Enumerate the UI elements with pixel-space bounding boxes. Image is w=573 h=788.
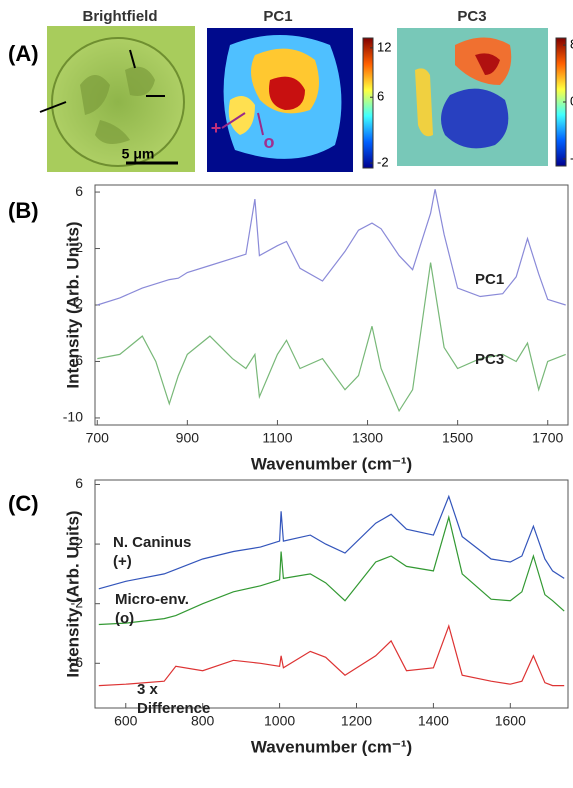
- panel-label: (C): [8, 491, 39, 516]
- colorbar-tick-label: -2: [377, 155, 389, 170]
- x-tick-label: 600: [114, 713, 138, 729]
- colorbar-tick-label: 12: [377, 39, 391, 54]
- pc1-arrows: [221, 112, 264, 136]
- spectrum-line: [98, 494, 565, 590]
- colorbar: [362, 37, 374, 169]
- y-tick-label: -10: [63, 409, 83, 425]
- marker: +: [211, 118, 222, 138]
- y-tick-label: 2: [75, 535, 83, 551]
- series-label: 3 x Difference: [137, 681, 211, 717]
- series-label: PC1: [475, 271, 505, 288]
- pc3-peak: [475, 53, 500, 75]
- cell-texture: [80, 66, 155, 144]
- plot-frame: [94, 184, 569, 426]
- x-tick-label: 1400: [418, 713, 449, 729]
- y-tick-label: 6: [75, 183, 83, 199]
- spectrum-line: [98, 514, 565, 626]
- colorbar-tick-label: 0: [570, 93, 573, 108]
- spectrum-line: [98, 624, 565, 687]
- image-title: Brightfield: [83, 8, 158, 25]
- y-tick-label: 6: [75, 475, 83, 491]
- y-tick-label: 2: [75, 239, 83, 255]
- scale-bar-label: 5 μm: [122, 146, 155, 162]
- x-tick-label: 800: [191, 713, 215, 729]
- y-axis-label: Intensity (Arb. Units): [63, 510, 82, 677]
- series-label: Micro-env. (o): [115, 591, 189, 627]
- marker: o: [264, 132, 275, 152]
- x-tick-label: 1300: [352, 430, 383, 446]
- x-axis-label: Wavenumber (cm⁻¹): [251, 454, 412, 473]
- spectrum-line: [97, 189, 566, 306]
- series-label: N. Caninus (+): [113, 534, 192, 570]
- y-tick-label: -2: [71, 296, 84, 312]
- x-axis-label: Wavenumber (cm⁻¹): [251, 737, 412, 756]
- image-title: PC1: [263, 8, 292, 25]
- image-title: PC3: [457, 8, 486, 25]
- series-label: PC3: [475, 351, 505, 368]
- y-tick-label: -6: [71, 654, 84, 670]
- x-tick-label: 1000: [264, 713, 295, 729]
- plot-frame: [94, 479, 569, 709]
- x-tick-label: 1600: [495, 713, 526, 729]
- x-tick-label: 1200: [341, 713, 372, 729]
- pc3-spot: [415, 68, 433, 137]
- x-tick-label: 700: [86, 430, 110, 446]
- y-axis-label: Intensity (Arb. Units): [63, 221, 82, 388]
- colorbar-tick-label: 6: [377, 89, 384, 104]
- colorbar-tick-label: 8: [570, 37, 573, 52]
- pc3-low: [441, 88, 509, 149]
- x-tick-label: 1700: [532, 430, 563, 446]
- colorbar-tick-label: -8: [570, 150, 573, 165]
- x-tick-label: 1500: [442, 430, 473, 446]
- x-tick-label: 1100: [262, 430, 292, 446]
- panel-label: (B): [8, 198, 39, 223]
- arrows: [39, 49, 165, 113]
- y-tick-label: -6: [71, 352, 84, 368]
- x-tick-label: 900: [176, 430, 200, 446]
- cell: [51, 37, 185, 167]
- y-tick-label: -2: [71, 594, 84, 610]
- panel-label: (A): [8, 41, 39, 66]
- pc1-peak: [269, 76, 305, 110]
- spectrum-line: [97, 262, 566, 413]
